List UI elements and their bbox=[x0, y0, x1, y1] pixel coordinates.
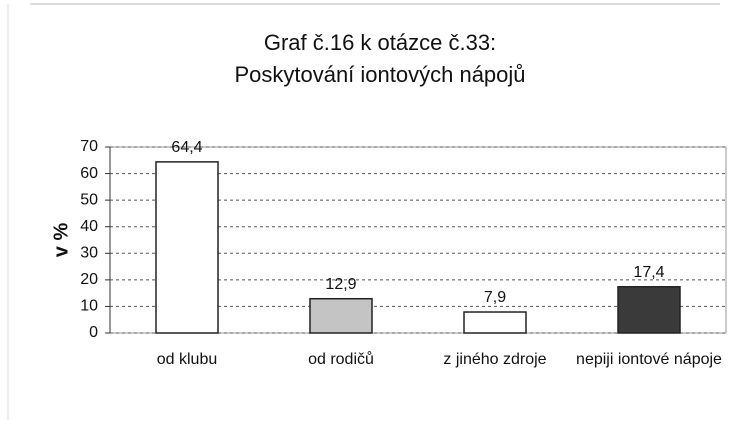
y-axis-label: v % bbox=[50, 223, 72, 258]
chart-title: Graf č.16 k otázce č.33: bbox=[264, 30, 496, 55]
chart-title: Poskytování iontových nápojů bbox=[234, 62, 525, 87]
y-tick-label: 70 bbox=[80, 138, 98, 155]
bar bbox=[309, 297, 373, 334]
x-tick-label: nepiji iontové nápoje bbox=[576, 351, 722, 368]
bar bbox=[617, 286, 681, 334]
x-tick-label: od rodičů bbox=[308, 351, 374, 368]
y-tick-label: 60 bbox=[80, 165, 98, 182]
y-tick-label: 50 bbox=[80, 191, 98, 208]
x-tick-label: z jiného zdroje bbox=[443, 351, 547, 368]
bar bbox=[463, 311, 527, 334]
data-label: 7,9 bbox=[484, 289, 506, 306]
data-label: 12,9 bbox=[325, 276, 356, 293]
y-tick-label: 10 bbox=[80, 298, 98, 315]
y-tick-label: 0 bbox=[89, 324, 98, 341]
bar bbox=[155, 161, 219, 334]
y-tick-label: 20 bbox=[80, 271, 98, 288]
y-tick-label: 30 bbox=[80, 245, 98, 262]
y-tick-label: 40 bbox=[80, 218, 98, 235]
data-label: 64,4 bbox=[171, 139, 202, 156]
x-tick-label: od klubu bbox=[156, 351, 218, 368]
data-label: 17,4 bbox=[633, 264, 664, 281]
